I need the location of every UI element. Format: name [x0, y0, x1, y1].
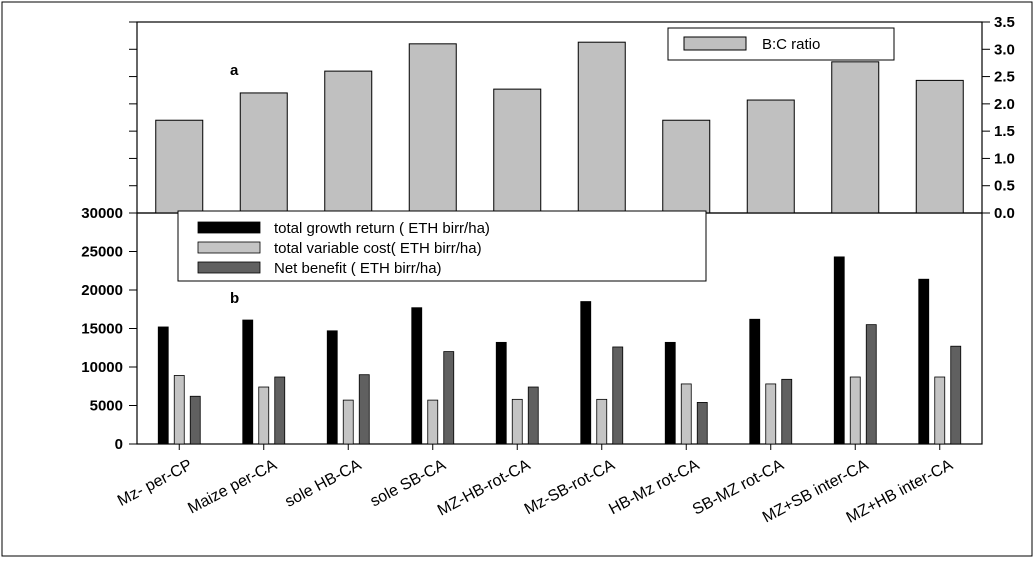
net-benefit-bar [696, 402, 708, 445]
growth-return-bar [833, 256, 845, 445]
panel-a: 0.0 0.5 1.0 1.5 2.0 2.5 3.0 3.5 a B:C ratio [129, 14, 1015, 222]
panel-b-y-tick-label: 0 [115, 436, 123, 453]
panel-a-y-tick-label: 3.0 [994, 41, 1015, 58]
bc-ratio-bar [577, 41, 626, 214]
growth-return-bar [918, 278, 930, 445]
panel-b-label: b [230, 290, 239, 307]
bc-ratio-bar [746, 99, 795, 214]
panel-a-y-tick-label: 3.5 [994, 14, 1015, 31]
panel-a-legend-swatch [683, 36, 747, 51]
net-benefit-bar [612, 346, 624, 445]
net-benefit-bar [781, 378, 793, 445]
variable-cost-bar [596, 398, 608, 445]
variable-cost-bar [765, 383, 777, 445]
variable-cost-bar [849, 376, 861, 445]
bc-ratio-bar [662, 119, 711, 214]
panel-b-legend-swatch [197, 221, 261, 234]
growth-return-bar [157, 326, 169, 445]
panel-b-y-tick-label: 5000 [90, 398, 123, 415]
panel-a-y-tick-label: 0.5 [994, 178, 1015, 195]
panel-a-y-tick-label: 1.0 [994, 150, 1015, 167]
net-benefit-bar [443, 351, 455, 445]
bc-ratio-bar [493, 88, 542, 214]
bc-ratio-bar [408, 43, 457, 214]
growth-return-bar [242, 319, 254, 445]
panel-b-legend-label: total variable cost( ETH birr/ha) [274, 240, 482, 257]
net-benefit-bar [527, 386, 539, 445]
net-benefit-bar [189, 395, 201, 445]
panel-b-legend-swatch [197, 261, 261, 274]
growth-return-bar [580, 301, 592, 445]
panel-b-legend-label: total growth return ( ETH birr/ha) [274, 220, 490, 237]
panel-b-legend-box [177, 210, 707, 282]
bc-ratio-bar [155, 119, 204, 214]
variable-cost-bar [511, 398, 523, 445]
panel-b-legend-label: Net benefit ( ETH birr/ha) [274, 260, 442, 277]
panel-a-y-tick-label: 2.5 [994, 69, 1015, 86]
panel-a-y-tick-label: 0.0 [994, 205, 1015, 222]
panel-a-legend-label: B:C ratio [762, 36, 820, 53]
variable-cost-bar [173, 375, 185, 445]
bc-ratio-bar [324, 70, 373, 214]
panel-b-y-tick-label: 30000 [81, 205, 123, 222]
variable-cost-bar [934, 376, 946, 445]
panel-b-y-tick-label: 10000 [81, 359, 123, 376]
panel-a-y-tick-label: 2.0 [994, 96, 1015, 113]
bc-ratio-bar [915, 79, 964, 214]
bc-ratio-bar [239, 92, 288, 214]
growth-return-bar [411, 307, 423, 445]
panel-b-y-tick-label: 20000 [81, 282, 123, 299]
variable-cost-bar [258, 386, 270, 445]
variable-cost-bar [680, 383, 692, 445]
net-benefit-bar [865, 324, 877, 445]
variable-cost-bar [427, 399, 439, 445]
panel-b-legend-swatch [197, 241, 261, 254]
net-benefit-bar [950, 345, 962, 445]
growth-return-bar [749, 318, 761, 445]
panel-b-y-tick-label: 25000 [81, 244, 123, 261]
net-benefit-bar [274, 376, 286, 445]
panel-a-y-tick-label: 1.5 [994, 123, 1015, 140]
panel-a-label: a [230, 62, 239, 79]
panel-b-y-tick-label: 15000 [81, 321, 123, 338]
growth-return-bar [664, 341, 676, 445]
growth-return-bar [326, 330, 338, 445]
growth-return-bar [495, 341, 507, 445]
net-benefit-bar [358, 374, 370, 445]
variable-cost-bar [342, 399, 354, 445]
bc-ratio-bar [831, 61, 880, 214]
